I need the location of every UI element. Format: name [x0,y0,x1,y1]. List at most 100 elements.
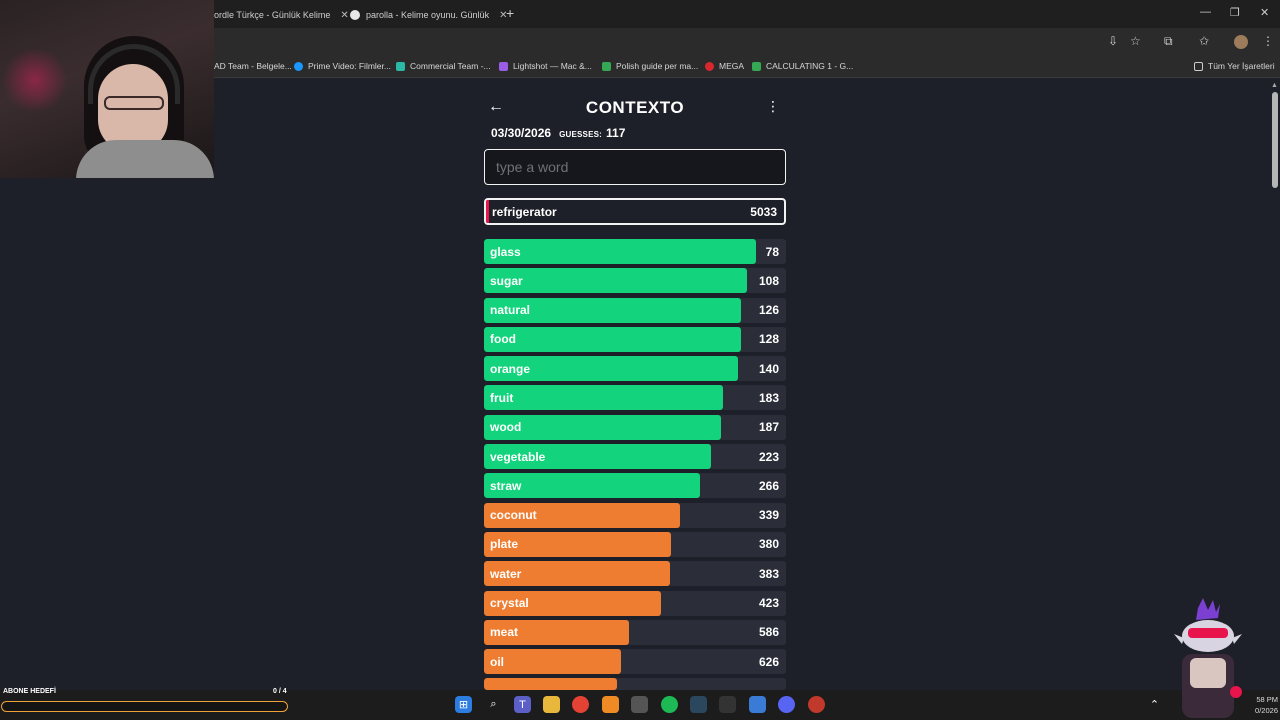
guess-row: straw 266 [484,473,786,499]
last-guess-rank: 5033 [750,204,777,219]
guess-row: oil 626 [484,649,786,675]
guess-proximity-bar [484,649,622,675]
restore-icon[interactable]: ❐ [1230,7,1240,19]
last-guess-word: refrigerator [492,204,557,219]
guess-rank: 78 [765,244,779,259]
prime-video-icon [294,61,303,71]
install-icon[interactable]: ⇩ [1108,34,1119,48]
guess-row: fruit 183 [484,385,786,411]
guesses-label: GUESSES: [559,130,603,139]
guess-row: orange 140 [484,356,786,382]
new-tab-button[interactable]: + [506,5,515,21]
epic-games-icon[interactable] [719,696,736,713]
guess-word: food [490,332,516,347]
guess-word: fruit [490,390,514,405]
search-icon[interactable]: ⌕ [490,698,497,710]
more-vert-icon[interactable]: ⋮ [766,98,780,114]
bookmark-item[interactable]: Prime Video: Filmler... [294,61,391,71]
bookmark-item[interactable]: CALCULATING 1 - G... [752,61,853,71]
network-app-icon[interactable] [749,696,766,713]
guess-rank: 266 [758,478,779,493]
guess-word: crystal [490,596,529,611]
game-date: 03/30/2026 [491,126,552,140]
chevron-up-icon[interactable]: ⌃ [1149,699,1160,711]
guess-proximity-bar [484,326,741,352]
guess-proximity-bar [484,473,700,499]
bookmarks-bar [0,56,1280,78]
bookmark-item[interactable]: AD Team - Belgele... [214,61,292,71]
guess-row: food 128 [484,326,786,352]
guess-proximity-bar [484,561,671,587]
mega-icon [705,61,714,71]
spotify-icon[interactable] [661,696,678,713]
guess-proximity-bar [484,356,738,382]
bookmark-item[interactable]: Polish guide per ma... [602,61,698,71]
guess-row: glass 78 [484,239,786,264]
game-title: CONTEXTO [585,98,685,117]
guess-proximity-bar [484,385,723,411]
guess-word: coconut [490,508,537,523]
more-vert-icon[interactable]: ⋮ [1262,34,1274,48]
game-info: 03/30/2026 GUESSES: 117 [484,126,786,146]
taskbar-clock[interactable]: 58 PM 0/2026 [1255,695,1278,715]
folder-icon [1194,61,1203,71]
guess-rank: 223 [758,449,779,464]
store-icon[interactable] [602,696,619,713]
game-header: ← CONTEXTO ⋮ [484,90,786,126]
guess-row [484,678,786,691]
guess-word: oil [490,654,504,669]
back-arrow-icon[interactable]: ← [488,98,504,115]
guess-rank: 380 [758,537,779,552]
guess-word: straw [490,478,522,493]
guess-row: coconut 339 [484,502,786,528]
guess-rank: 126 [758,303,779,318]
bookmark-item[interactable]: Lightshot — Mac &... [499,61,592,71]
minimize-icon[interactable]: — [1200,6,1211,18]
close-icon[interactable]: ✕ [499,9,508,21]
app-icon[interactable] [631,696,648,713]
word-input[interactable] [484,149,786,185]
sub-goal-progress-bar [1,701,288,712]
guess-row: wood 187 [484,414,786,440]
bookmark-star-icon[interactable]: ✩ [1199,34,1210,48]
last-guess-accent [486,200,489,223]
guess-rank: 128 [758,332,779,347]
guess-proximity-bar [484,531,672,557]
guess-rank: 339 [758,508,779,523]
close-icon[interactable]: ✕ [340,9,349,21]
browser-tab-parolla[interactable]: parolla - Kelime oyunu. Günlük ✕ [350,4,507,26]
guess-proximity-bar [484,619,629,645]
guess-word: meat [490,625,519,640]
bookmark-item[interactable]: Commercial Team -... [396,61,491,71]
close-window-icon[interactable]: ✕ [1260,7,1270,19]
steam-icon[interactable] [690,696,707,713]
windows-start-icon[interactable]: ⊞ [455,696,472,713]
guess-proximity-bar [484,502,681,528]
guess-rank: 187 [758,420,779,435]
chrome-icon[interactable] [572,696,589,713]
discord-icon[interactable] [778,696,795,713]
browser-tab-wordle[interactable]: ordle Türkçe - Günlük Kelime ✕ [214,4,349,26]
bookmark-item[interactable]: MEGA [705,61,744,71]
guess-word: vegetable [490,449,546,464]
guess-word: plate [490,537,519,552]
guess-proximity-bar [484,444,711,470]
sub-goal-count: 0 / 4 [273,688,287,695]
page-scrollbar[interactable]: ▲ [1270,80,1280,690]
obs-icon[interactable] [808,696,825,713]
guess-proximity-bar [484,678,617,691]
scroll-up-icon[interactable]: ▲ [1271,82,1278,89]
guess-list: glass 78 sugar 108 natural 126 food 128 orange 14… [484,239,786,691]
tab-title: ordle Türkçe - Günlük Kelime [214,10,331,20]
extensions-icon[interactable]: ⧉ [1164,34,1173,48]
guesses-count: 117 [606,126,626,140]
guess-row: natural 126 [484,297,786,323]
star-icon[interactable]: ☆ [1130,34,1141,48]
all-bookmarks[interactable]: Tüm Yer İşaretleri [1194,61,1275,71]
scrollbar-thumb[interactable] [1272,92,1278,188]
commercial-icon [396,61,405,71]
file-explorer-icon[interactable] [543,696,560,713]
profile-avatar[interactable] [1234,35,1248,49]
guess-row: meat 586 [484,619,786,645]
teams-icon[interactable]: T [514,696,531,713]
